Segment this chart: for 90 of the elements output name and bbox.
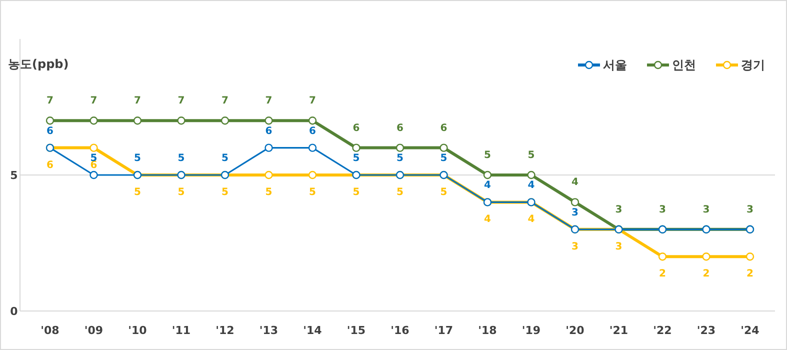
- data-label: 7: [134, 96, 142, 107]
- point: [46, 116, 54, 125]
- data-label: 4: [528, 180, 535, 192]
- point: [658, 252, 667, 261]
- data-label: 7: [309, 96, 316, 107]
- data-label: 2: [659, 268, 666, 280]
- x-tick-label: '20: [566, 324, 585, 337]
- data-label: 5: [440, 153, 448, 164]
- data-label: 6: [309, 126, 316, 137]
- point: [308, 116, 317, 125]
- point: [220, 116, 230, 125]
- data-label: 6: [396, 122, 404, 134]
- data-label: 3: [702, 204, 710, 216]
- point: [440, 144, 448, 152]
- x-tick-label: '11: [172, 324, 191, 337]
- x-tick-label: '21: [609, 324, 628, 337]
- data-label: 2: [746, 268, 754, 280]
- point: [177, 116, 186, 125]
- x-tick-label: '10: [128, 324, 148, 337]
- point: [264, 170, 273, 180]
- data-label: 6: [46, 126, 54, 137]
- data-label: 5: [222, 187, 229, 198]
- point: [308, 144, 317, 152]
- point: [90, 144, 98, 152]
- x-tick-label: '08: [40, 324, 60, 337]
- point: [527, 170, 536, 180]
- data-label: 5: [134, 187, 142, 198]
- data-label: 5: [440, 187, 448, 198]
- point: [133, 116, 142, 125]
- data-label: 5: [484, 150, 492, 161]
- x-tick-label: '18: [478, 324, 497, 337]
- point: [352, 144, 360, 152]
- point: [264, 116, 273, 125]
- point: [483, 170, 492, 180]
- point: [264, 144, 273, 152]
- data-label: 6: [46, 160, 54, 171]
- data-label: 5: [352, 153, 360, 164]
- data-label: 5: [178, 187, 185, 198]
- x-tick-label: '15: [346, 324, 366, 337]
- data-label: 3: [659, 204, 666, 216]
- point: [570, 198, 580, 206]
- point: [746, 252, 754, 261]
- y-axis-title: 농도(ppb): [8, 57, 69, 71]
- x-tick-label: '23: [696, 324, 716, 337]
- data-label: 3: [615, 204, 622, 216]
- data-label: 3: [615, 241, 622, 252]
- x-tick-label: '17: [434, 324, 454, 337]
- point: [90, 116, 98, 125]
- data-label: 7: [178, 96, 185, 107]
- data-label: 6: [90, 160, 98, 171]
- x-tick-label: '19: [522, 324, 541, 337]
- x-tick-label: '12: [216, 324, 234, 337]
- data-label: 4: [572, 177, 579, 188]
- data-label: 4: [484, 214, 492, 226]
- data-label: 5: [528, 150, 535, 161]
- data-label: 3: [572, 207, 579, 218]
- x-tick-label: '09: [84, 324, 104, 337]
- data-label: 3: [746, 204, 754, 216]
- data-label: 5: [134, 153, 142, 164]
- data-label: 5: [309, 187, 316, 198]
- data-label: 5: [222, 153, 229, 164]
- data-label: 3: [572, 241, 579, 252]
- x-tick-label: '14: [303, 324, 322, 337]
- legend-label: 서울: [603, 58, 627, 72]
- legend-label: 인천: [672, 58, 696, 72]
- data-label: 6: [352, 122, 360, 134]
- data-label: 5: [396, 153, 404, 164]
- y-tick-label: 0: [10, 305, 18, 318]
- data-label: 5: [352, 187, 360, 198]
- data-label: 7: [222, 96, 229, 107]
- point: [308, 170, 317, 180]
- point: [396, 144, 404, 152]
- legend-label: 경기: [741, 58, 765, 72]
- data-label: 2: [702, 268, 710, 280]
- data-label: 6: [440, 122, 448, 134]
- point: [702, 252, 710, 261]
- data-label: 5: [178, 153, 185, 164]
- data-label: 7: [265, 96, 272, 107]
- x-tick-label: '22: [653, 324, 672, 337]
- data-label: 4: [484, 180, 492, 192]
- data-label: 5: [265, 187, 272, 198]
- x-tick-label: '24: [740, 324, 760, 337]
- data-label: 6: [265, 126, 272, 137]
- data-label: 7: [46, 96, 54, 107]
- point: [90, 170, 98, 180]
- data-label: 4: [528, 214, 535, 226]
- data-label: 5: [396, 187, 404, 198]
- x-tick-label: '13: [259, 324, 278, 337]
- x-tick-label: '16: [390, 324, 410, 337]
- data-label: 7: [90, 96, 98, 107]
